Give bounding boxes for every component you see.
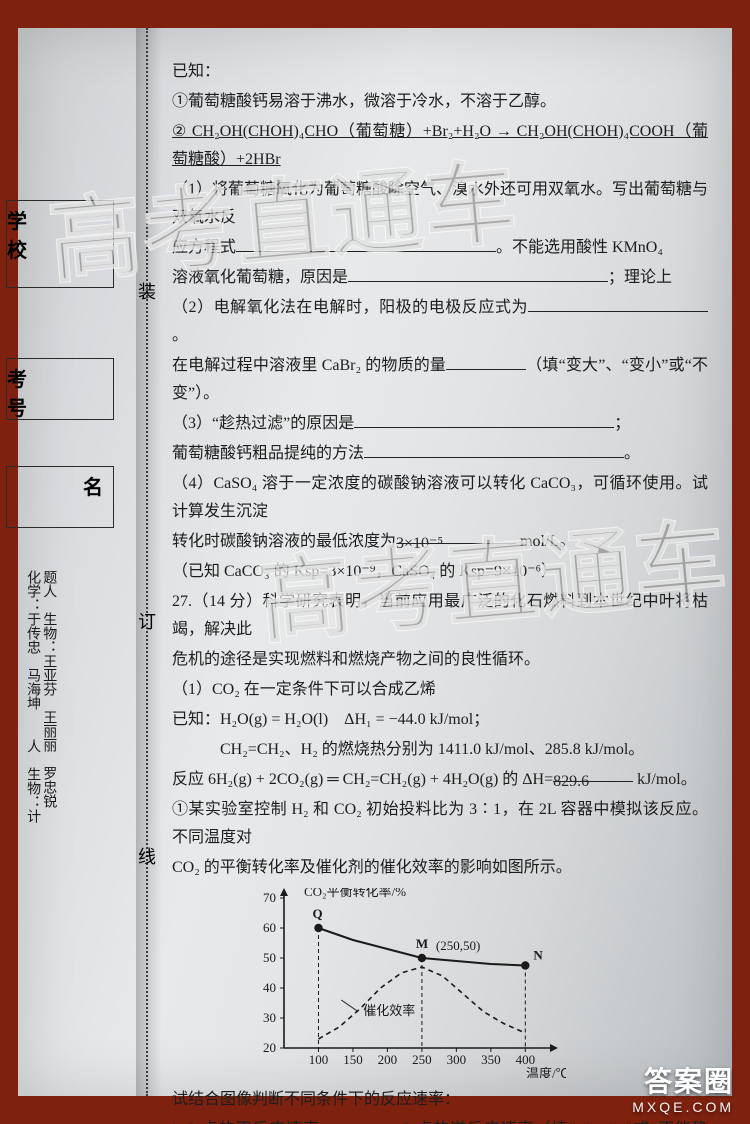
blank-hotfilter	[354, 412, 614, 428]
svg-text:50: 50	[263, 950, 276, 965]
line-known: 已知：	[172, 58, 708, 86]
line-8: （3）“趁热过滤”的原因是；	[172, 410, 708, 438]
line-7: 在电解过程中溶液里 CaBr₂ 的物质的量（填“变大”、“变小”或“不变”）。	[172, 352, 708, 408]
name-field-box: 名	[6, 466, 114, 528]
binding-label-xian: 线	[138, 843, 156, 869]
blank-purify	[364, 442, 624, 458]
blank-q-compare: ＞	[320, 1116, 400, 1124]
line-17a: ①某实验室控制 H₂ 和 CO₂ 初始投料比为 3∶1，在 2L 容器中模拟该反…	[172, 796, 708, 852]
svg-text:200: 200	[378, 1052, 398, 1067]
authors-vertical: 题人 生物：王亚芬 王丽丽 罗忠锐 化学：于传忠 马海坤 人 生物：计	[24, 570, 56, 830]
line-19: i. Q 点的正反应速率＞Q 点的逆反应速率（填“>”、“<”或“不能确定”）；	[172, 1116, 708, 1124]
line-10b: 转化时碳酸钠溶液的最低浓度为3×10⁻⁵ mol/L。	[172, 528, 708, 556]
co2-conversion-chart: CO₂平衡转化率/% 20 30 40 50 60 70 100 150 200 250 300 350…	[236, 888, 566, 1078]
svg-text:150: 150	[343, 1052, 363, 1067]
blank-cabr2	[446, 354, 526, 370]
name-field-label: 名	[83, 471, 103, 500]
school-field-label: 学 校	[7, 205, 103, 263]
svg-text:250: 250	[412, 1052, 432, 1067]
brand-title: 答案圈	[632, 1068, 734, 1096]
line-3: ② CH₂OH(CHOH)₄CHO（葡萄糖）+Br₂+H₂O → CH₂OH(C…	[172, 118, 708, 174]
line-12: 27.（14 分）科学研究表明，当前应用最广泛的化石燃料到本世纪中叶将枯竭，解决…	[172, 588, 708, 644]
line-16: 反应 6H₂(g) + 2CO₂(g) ═ CH₂=CH₂(g) + 4H₂O(…	[172, 766, 708, 794]
svg-text:30: 30	[263, 1010, 276, 1025]
svg-text:70: 70	[263, 890, 276, 905]
blank-reason1	[348, 266, 608, 282]
examid-field-label: 考 号	[7, 363, 103, 421]
svg-text:350: 350	[481, 1052, 501, 1067]
binding-label-ding: 订	[138, 608, 156, 634]
chart-container: CO₂平衡转化率/% 20 30 40 50 60 70 100 150 200 250 300 350…	[236, 888, 708, 1078]
binding-dotted-line	[146, 28, 148, 1096]
blank-eq	[236, 236, 496, 252]
line-2: ①葡萄糖酸钙易溶于沸水，微溶于冷水，不溶于乙醇。	[172, 88, 708, 116]
line-18: 试结合图像判断不同条件下的反应速率：	[172, 1086, 708, 1114]
svg-text:40: 40	[263, 980, 276, 995]
svg-text:N: N	[533, 948, 543, 963]
exam-content: 已知： ①葡萄糖酸钙易溶于沸水，微溶于冷水，不溶于乙醇。 ② CH₂OH(CHO…	[172, 58, 708, 1124]
line-9: 葡萄糖酸钙粗品提纯的方法。	[172, 440, 708, 468]
line-15: CH₂=CH₂、H₂ 的燃烧热分别为 1411.0 kJ/mol、285.8 k…	[172, 736, 708, 764]
svg-text:400: 400	[516, 1052, 536, 1067]
line-14: 已知：H₂O(g) = H₂O(l) ΔH₁ = −44.0 kJ/mol；	[172, 706, 708, 734]
school-field-box: 学 校	[6, 200, 114, 288]
line-4a: （1）将葡萄糖氧化为葡萄糖酸除空气、溴水外还可用双氧水。写出葡萄糖与双氧水反	[172, 176, 708, 232]
exam-paper: 装 订 线 学 校 考 号 名 题人 生物：王亚芬 王丽丽 罗忠锐 化学：于传忠…	[18, 28, 732, 1096]
blank-deltaH: 829.6	[553, 766, 633, 782]
svg-text:温度/℃: 温度/℃	[526, 1066, 566, 1078]
binding-label-zhuang: 装	[138, 278, 156, 304]
svg-text:(250,50): (250,50)	[436, 938, 480, 953]
svg-text:60: 60	[263, 920, 276, 935]
svg-text:20: 20	[263, 1040, 276, 1055]
line-6: （2）电解氧化法在电解时，阳极的电极反应式为。	[172, 294, 708, 350]
brand-url: MXQE.COM	[632, 1100, 734, 1114]
svg-text:Q: Q	[312, 906, 322, 921]
svg-text:100: 100	[309, 1052, 329, 1067]
line-10a: （4）CaSO₄ 溶于一定浓度的碳酸钠溶液可以转化 CaCO₃，可循环使用。试计…	[172, 470, 708, 526]
blank-anode	[528, 296, 708, 312]
line-11: （已知 CaCO₃ 的 Ksp=3×10⁻⁹，CaSO₄ 的 Ksp=9×10⁻…	[172, 558, 708, 586]
line-4b: 应方程式。不能选用酸性 KMnO₄	[172, 234, 708, 262]
examid-field-box: 考 号	[6, 358, 114, 420]
svg-text:CO₂平衡转化率/%: CO₂平衡转化率/%	[304, 888, 406, 899]
line-5: 溶液氧化葡萄糖，原因是；理论上	[172, 264, 708, 292]
line-12b: 危机的途径是实现燃料和燃烧产物之间的良性循环。	[172, 646, 708, 674]
svg-text:M: M	[416, 936, 428, 951]
line-17b: CO₂ 的平衡转化率及催化剂的催化效率的影响如图所示。	[172, 854, 708, 882]
blank-minconc: 3×10⁻⁵	[396, 528, 516, 544]
line-13: （1）CO₂ 在一定条件下可以合成乙烯	[172, 676, 708, 704]
binding-gutter: 装 订 线 学 校 考 号 名 题人 生物：王亚芬 王丽丽 罗忠锐 化学：于传忠…	[18, 28, 158, 1096]
svg-text:300: 300	[447, 1052, 467, 1067]
site-brand: 答案圈 MXQE.COM	[632, 1068, 734, 1114]
svg-text:催化效率: 催化效率	[363, 1003, 415, 1018]
